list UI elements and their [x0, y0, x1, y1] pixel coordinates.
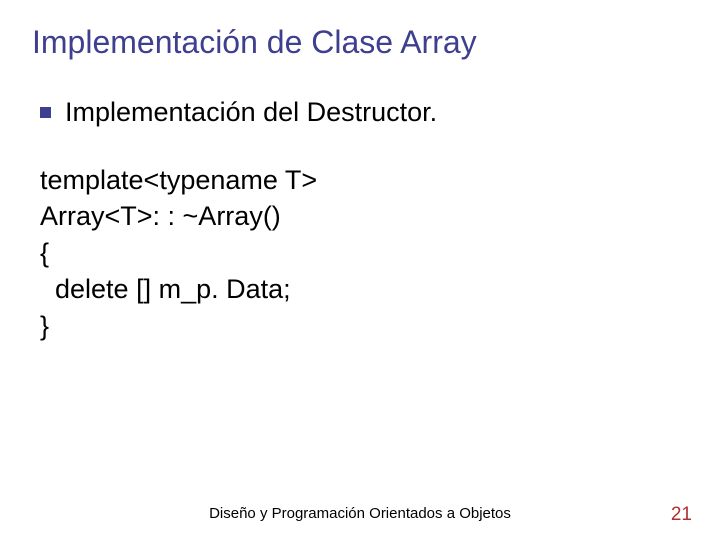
square-bullet-icon [40, 107, 51, 118]
slide-title: Implementación de Clase Array [32, 24, 688, 61]
slide-container: Implementación de Clase Array Implementa… [0, 0, 720, 540]
footer-text: Diseño y Programación Orientados a Objet… [0, 505, 720, 522]
page-number: 21 [671, 504, 692, 526]
bullet-text: Implementación del Destructor. [65, 97, 437, 128]
code-block: template<typename T> Array<T>: : ~Array(… [40, 162, 688, 344]
bullet-item: Implementación del Destructor. [40, 97, 688, 128]
